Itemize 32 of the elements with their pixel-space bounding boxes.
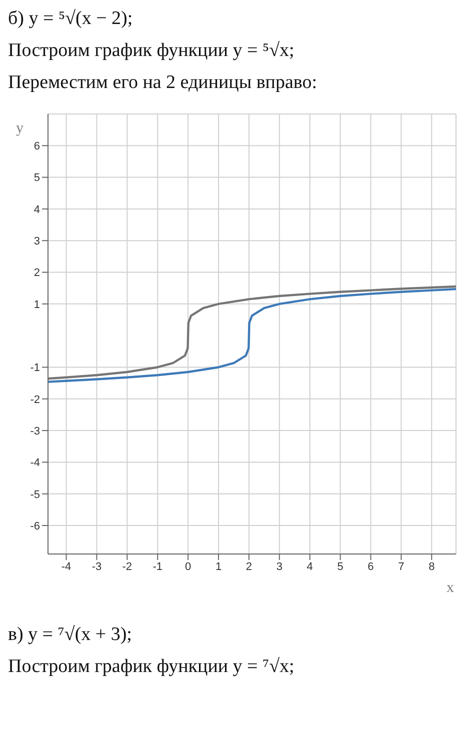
y-tick-label: -1: [30, 362, 40, 374]
chart-subtitle: Построим график функции y = ⁵√x;: [8, 40, 296, 62]
x-tick-label: 6: [368, 560, 374, 573]
y-axis-title: y: [16, 120, 24, 137]
y-tick-label: 3: [34, 236, 40, 248]
y-tick-label: -3: [30, 425, 40, 438]
x-tick-label: 1: [215, 560, 222, 573]
y-tick-label: 5: [34, 172, 40, 184]
y-tick-label: -4: [30, 457, 40, 470]
x-tick-label: 2: [246, 560, 252, 573]
x-tick-label: -1: [152, 560, 163, 573]
x-tick-label: -4: [61, 560, 72, 573]
y-tick-label: 4: [34, 204, 40, 216]
y-tick-label: 6: [34, 140, 40, 153]
x-tick-label: -2: [122, 560, 132, 573]
y-tick-label: -2: [30, 394, 40, 406]
x-tick-label: 3: [276, 560, 282, 573]
text: в) y = ⁷√(x + 3);: [8, 624, 133, 646]
x-axis-title: x: [446, 580, 454, 596]
x-tick-label: -3: [92, 560, 102, 573]
x-tick-label: 4: [306, 560, 313, 573]
x-tick-label: 0: [184, 560, 192, 573]
x-tick-label: 5: [337, 560, 344, 573]
y-tick-label: -6: [30, 520, 40, 532]
x-tick-label: 7: [398, 560, 404, 573]
text: Построим график функции y = ⁷√x;: [8, 656, 296, 678]
y-tick-label: -5: [30, 488, 40, 501]
y-tick-label: 1: [34, 298, 40, 311]
y-tick-label: 2: [34, 267, 40, 280]
x-tick-label: 8: [428, 560, 435, 573]
text: Переместим его на 2 единицы вправо:: [8, 72, 318, 94]
chart-title: б) y = ⁵√(x − 2);: [8, 8, 134, 30]
